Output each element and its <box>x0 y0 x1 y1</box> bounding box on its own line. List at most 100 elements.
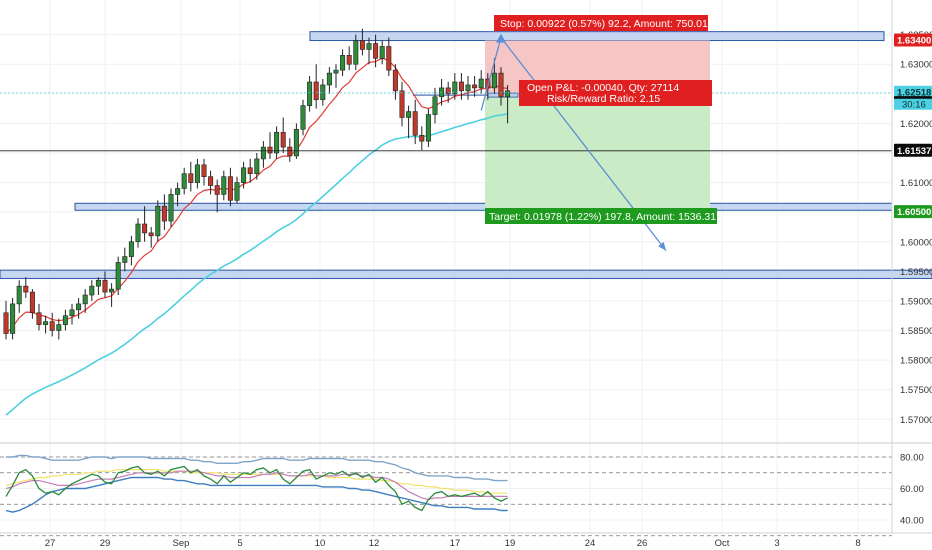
candle-body <box>465 84 471 92</box>
candle-body <box>445 87 451 95</box>
zone-box <box>309 31 885 42</box>
candle-body <box>392 69 398 92</box>
candle-body <box>49 321 55 331</box>
candle-body <box>419 134 425 142</box>
time-tick-label: 8 <box>855 538 860 549</box>
candle <box>122 247 128 272</box>
candle-body <box>359 40 365 50</box>
time-tick-label: 26 <box>637 538 648 549</box>
candle <box>36 303 42 331</box>
candle <box>214 179 220 213</box>
countdown-bg <box>894 98 932 110</box>
price-tick-label: 1.57500 <box>900 385 932 396</box>
candle-body <box>254 158 260 174</box>
candle-body <box>122 256 128 263</box>
price-badge-bg <box>894 205 932 219</box>
candle <box>168 188 174 227</box>
candle <box>274 126 280 159</box>
price-badge: 1.62518 <box>894 85 932 99</box>
pnl-line-1: Open P&L: -0.00040, Qty: 27114 <box>527 82 679 94</box>
peak-arrow-icon <box>496 33 506 43</box>
time-axis[interactable]: 27 29 Sep 5 10 12 17 19 24 26 Oct 3 8 <box>45 538 861 549</box>
stop-label: Stop: 0.00922 (0.57%) 92.2, Amount: 750.… <box>494 15 708 31</box>
candle-body <box>386 46 392 71</box>
candle <box>267 132 273 159</box>
zone-box <box>74 202 893 211</box>
candle-body <box>201 164 207 177</box>
candle <box>465 76 471 100</box>
candle-body <box>280 131 286 148</box>
candle-body <box>379 46 385 59</box>
candle <box>333 64 339 88</box>
candle <box>452 73 458 100</box>
price-tick-label: 1.63000 <box>900 60 932 71</box>
candle-body <box>505 90 511 98</box>
position-tool[interactable] <box>413 40 710 213</box>
candle <box>359 28 365 56</box>
candle-body <box>36 312 42 325</box>
price-badge-bg <box>894 33 932 47</box>
candle <box>399 81 405 127</box>
candle-body <box>89 285 95 296</box>
candle-body <box>29 291 35 314</box>
candle <box>161 194 167 230</box>
candles <box>3 28 511 340</box>
candle-body <box>274 131 280 154</box>
candle-body <box>135 223 141 243</box>
candle <box>386 37 392 77</box>
candle <box>505 84 511 124</box>
candle <box>23 277 29 298</box>
price-badge: 1.61537 <box>894 143 932 157</box>
candle-body <box>69 309 75 317</box>
candle <box>280 117 286 153</box>
candle <box>432 87 438 124</box>
price-badge-text: 1.60500 <box>897 207 931 218</box>
candle <box>95 277 101 296</box>
osc-tick-label: 40.00 <box>900 515 924 526</box>
candle <box>89 280 95 301</box>
candle-body <box>247 167 253 174</box>
time-tick-label: 3 <box>774 538 779 549</box>
candle <box>241 161 247 189</box>
candle <box>419 126 425 151</box>
target-label-bg <box>485 208 717 224</box>
zone-box <box>0 269 932 279</box>
candle <box>76 297 82 319</box>
candle <box>102 271 108 298</box>
candle <box>373 34 379 68</box>
candle <box>62 309 68 331</box>
candle-body <box>208 176 214 186</box>
candle-body <box>3 312 9 334</box>
price-tick-label: 1.62000 <box>900 119 932 130</box>
candle <box>247 158 253 183</box>
osc-tick-label: 80.00 <box>900 453 924 464</box>
time-tick-label: Oct <box>715 538 730 549</box>
price-badge: 1.63400 <box>894 33 932 47</box>
pnl-label-bg <box>519 80 712 106</box>
target-label: Target: 0.01978 (1.22%) 197.8, Amount: 1… <box>485 208 717 224</box>
candle-body <box>43 321 49 325</box>
price-tick-label: 1.59000 <box>900 296 932 307</box>
reward-area <box>485 95 710 213</box>
candle-body <box>326 72 332 86</box>
candle-body <box>128 241 134 257</box>
price-badge-bg <box>894 143 932 157</box>
moving-average-fast <box>5 57 508 334</box>
candle <box>56 318 62 340</box>
candle-body <box>168 194 174 222</box>
candle-body <box>95 279 101 287</box>
candle <box>148 226 154 248</box>
price-tick-label: 1.58500 <box>900 326 932 337</box>
candle <box>155 200 161 242</box>
candle-body <box>16 285 22 305</box>
candle-body <box>188 173 194 183</box>
candle-body <box>307 81 313 106</box>
price-badge-text: 1.63400 <box>897 36 931 47</box>
candle-body <box>333 69 339 74</box>
osc-tick-label: 60.00 <box>900 484 924 495</box>
candle-body <box>194 164 200 183</box>
target-label-text: Target: 0.01978 (1.22%) 197.8, Amount: 1… <box>489 211 716 223</box>
candle-body <box>115 262 121 290</box>
candle-body <box>412 111 418 136</box>
